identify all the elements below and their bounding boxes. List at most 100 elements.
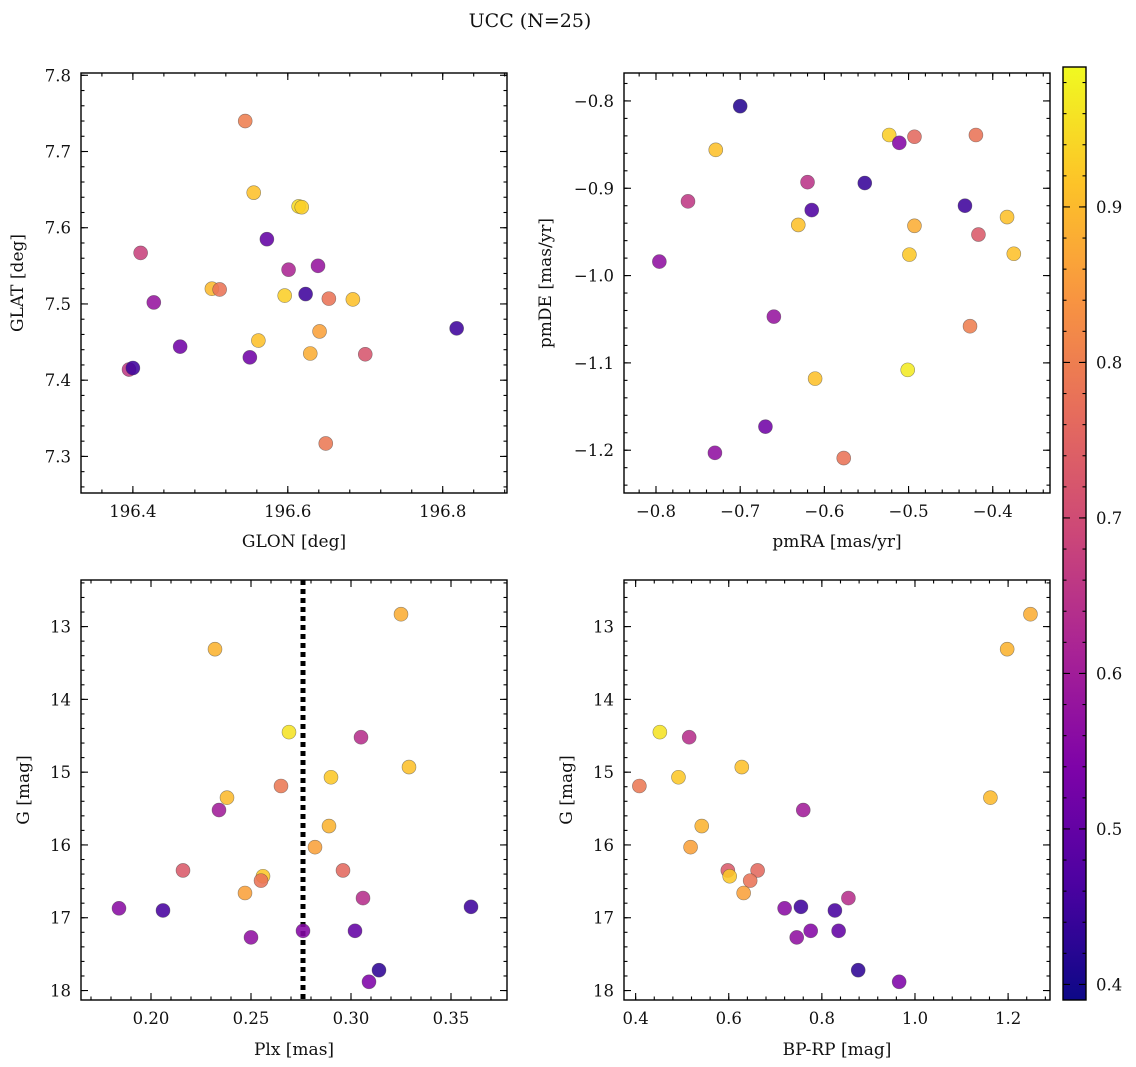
x-tick-label: 196.4 [109,502,156,521]
scatter-point [353,729,369,745]
colorbar: 0.4 0.5 0.6 0.7 0.8 0.9 [1062,66,1122,1001]
colorbar-tick-label: 0.8 [1096,353,1122,372]
scatter-point [999,209,1015,225]
y-tick-label: 14 [50,690,71,709]
scatter-point [449,321,464,336]
scatter-point [734,759,750,775]
y-tick-label: 16 [593,836,614,855]
scatter-point [259,231,275,247]
scatter-point [401,759,417,775]
scatter-point [277,288,293,303]
scatter-point [907,129,922,145]
panel-ticks: 0.20 0.25 0.30 0.35 13 14 15 16 17 18 [50,580,507,1028]
scatter-point [219,790,235,805]
scatter-point [237,885,253,901]
scatter-point [172,339,188,354]
scatter-point [393,606,409,622]
y-axis-label: pmDE [mas/yr] [536,218,556,348]
x-tick-label: −0.4 [973,502,1013,521]
scatter-point [807,371,823,386]
y-tick-label: 7.3 [45,447,71,466]
x-tick-label: 0.8 [809,1009,835,1028]
scatter-point [357,346,373,362]
scatter-point [321,818,337,834]
y-tick-label: −1.1 [574,354,614,373]
scatter-point [246,185,262,200]
y-tick-label: 13 [50,618,71,637]
scatter-point [736,885,751,901]
x-tick-label: 1.2 [995,1009,1021,1028]
scatter-point [900,362,916,378]
scatter-point [155,903,171,918]
scatter-point [708,142,724,158]
scatter-point [652,254,667,269]
y-tick-label: 18 [593,982,614,1001]
panel-frame [623,72,1051,494]
scatter-point [207,641,223,657]
x-tick-label: 196.8 [419,502,466,521]
scatter-point [732,98,748,114]
scatter-point [968,127,984,143]
colorbar-tick-label: 0.7 [1096,509,1122,528]
y-tick-label: 7.5 [45,295,71,314]
scatter-point [681,729,697,745]
y-axis-label: G [mag] [557,755,577,824]
scatter-point [891,974,907,990]
scatter-point [790,217,806,233]
scatter-point [323,769,339,785]
y-tick-label: 15 [50,763,71,782]
y-tick-label: 17 [593,909,614,928]
scatter-point [789,930,805,945]
scatter-point [302,346,318,361]
panel-pmra-pmde: −0.8 −0.7 −0.6 −0.5 −0.4−1.2−1.1−1.0−0.9−0.8… [536,72,1051,552]
y-tick-label: −0.8 [574,92,614,111]
panel-points [121,113,464,451]
scatter-point [298,286,313,302]
scatter-point [242,350,258,365]
scatter-point [850,962,866,978]
scatter-point [722,868,737,884]
y-tick-label: 13 [593,618,614,637]
scatter-point [175,863,191,878]
scatter-point [133,245,148,261]
scatter-point [803,923,818,939]
scatter-point [212,282,227,297]
y-axis-label: GLAT [deg] [8,234,28,332]
x-axis-label: BP-RP [mag] [783,1040,892,1060]
scatter-point [321,291,337,306]
scatter-point [294,199,310,215]
colorbar-tick-label: 0.6 [1096,664,1122,683]
scatter-point [857,175,873,191]
panel-frame [623,579,1051,1001]
scatter-point [841,890,856,906]
colorbar-gradient [1063,67,1086,1000]
scatter-point [892,135,907,151]
colorbar-ticks: 0.4 0.5 0.6 0.7 0.8 0.9 [1063,82,1122,994]
scatter-point [804,202,820,218]
scatter-point [463,899,479,915]
scatter-point [652,724,668,740]
scatter-point [750,863,765,878]
colorbar-frame [1062,66,1087,1001]
scatter-point [211,802,227,818]
scatter-point [253,873,269,888]
scatter-point [1006,246,1022,262]
scatter-point [983,790,998,805]
scatter-point [836,450,852,466]
x-tick-label: −0.7 [720,502,760,521]
scatter-point [146,295,162,310]
panel-frame [80,579,508,1001]
y-tick-label: 14 [593,690,614,709]
scatter-point [907,218,922,234]
scatter-point [957,198,973,214]
scatter-point [793,899,809,915]
x-tick-label: 0.35 [433,1009,470,1028]
x-axis-label: Plx [mas] [254,1040,334,1060]
scatter-point [800,174,815,190]
panel-points [632,606,1038,990]
scatter-point [310,258,326,274]
y-tick-label: 15 [593,763,614,782]
x-axis-label: pmRA [mas/yr] [772,532,901,552]
scatter-point [971,227,986,242]
scatter-point [671,769,686,785]
